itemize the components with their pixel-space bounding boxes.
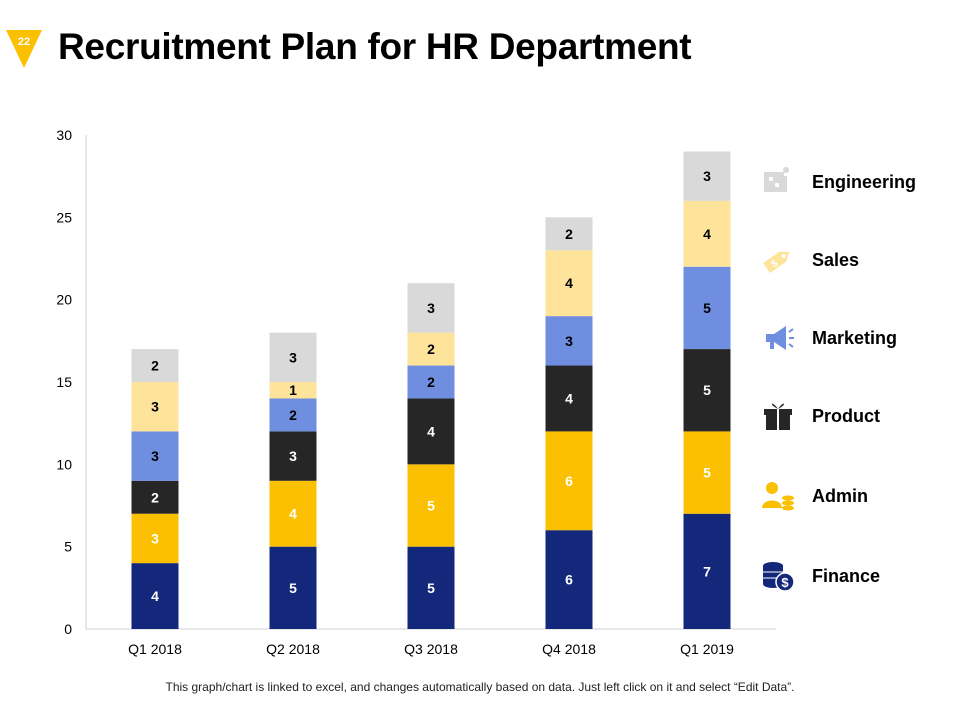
legend-label: Marketing <box>812 327 898 348</box>
engineering-icon <box>764 167 789 192</box>
bar-segment-product <box>407 398 455 465</box>
y-tick-label: 15 <box>56 374 72 390</box>
bar-segment-marketing <box>407 365 455 399</box>
legend-item-sales: $ Sales <box>760 240 955 280</box>
data-label: 3 <box>427 300 435 316</box>
price-tag-icon: $ <box>763 251 790 273</box>
data-label: 1 <box>289 382 297 398</box>
data-label: 4 <box>289 506 297 522</box>
bar-segment-admin <box>545 431 593 531</box>
bar-segment-marketing <box>131 431 179 481</box>
x-tick-label: Q3 2018 <box>404 641 458 657</box>
bar-segment-sales <box>545 250 593 317</box>
page-title: Recruitment Plan for HR Department <box>58 26 692 67</box>
bar-segment-engineering <box>407 283 455 333</box>
data-label: 2 <box>151 358 159 374</box>
chart-legend: Engineering $ Sales Marketing Product <box>760 160 955 600</box>
admin-person-icon <box>762 482 794 511</box>
data-label: 6 <box>565 572 573 588</box>
bar-segment-admin <box>269 480 317 547</box>
megaphone-icon <box>766 326 794 350</box>
data-label: 7 <box>703 563 711 579</box>
bar-segment-marketing <box>545 316 593 366</box>
y-tick-label: 0 <box>64 621 72 637</box>
data-label: 4 <box>151 588 159 604</box>
badge-triangle <box>6 30 42 68</box>
data-label: 2 <box>289 407 297 423</box>
bar-segment-sales <box>683 200 731 267</box>
legend-item-finance: $ Finance <box>760 556 955 596</box>
legend-label: Engineering <box>812 171 917 192</box>
slide-number: 22 <box>18 36 30 48</box>
data-label: 3 <box>289 448 297 464</box>
bar-segment-engineering <box>545 217 593 251</box>
bar-segment-finance <box>131 563 179 629</box>
bar-segment-admin <box>683 431 731 514</box>
bar-segment-finance <box>545 530 593 629</box>
y-tick-label: 20 <box>56 292 72 308</box>
svg-text:$: $ <box>769 258 780 270</box>
data-label: 2 <box>151 489 159 505</box>
y-tick-label: 5 <box>64 539 72 555</box>
data-label: 3 <box>151 448 159 464</box>
y-tick-label: 30 <box>56 127 72 143</box>
data-label: 2 <box>427 341 435 357</box>
legend-label: Admin <box>812 485 868 506</box>
bar-segment-marketing <box>269 398 317 432</box>
data-label: 3 <box>151 530 159 546</box>
bar-segment-marketing <box>683 266 731 350</box>
data-label: 4 <box>703 226 711 242</box>
legend-item-admin: Admin <box>760 476 955 516</box>
data-label: 5 <box>703 382 711 398</box>
data-label: 2 <box>427 374 435 390</box>
x-tick-label: Q1 2019 <box>680 641 734 657</box>
bar-segment-sales <box>131 382 179 432</box>
y-tick-label: 25 <box>56 209 72 225</box>
data-label: 5 <box>427 498 435 514</box>
data-label: 4 <box>565 275 573 291</box>
slide-number-badge: 22 <box>6 30 42 68</box>
bar-segment-admin <box>131 513 179 564</box>
data-label: 2 <box>565 226 573 242</box>
bar-segment-product <box>131 480 179 514</box>
y-tick-label: 10 <box>56 456 72 472</box>
data-label: 5 <box>289 580 297 596</box>
legend-label: Finance <box>812 565 881 586</box>
bar-segment-product <box>545 365 593 432</box>
legend-label: Sales <box>812 249 860 270</box>
data-label: 5 <box>427 580 435 596</box>
bar-segment-engineering <box>131 349 179 382</box>
legend-item-engineering: Engineering <box>760 162 955 202</box>
data-label: 5 <box>703 300 711 316</box>
bar-segment-engineering <box>683 151 731 201</box>
data-label: 3 <box>565 333 573 349</box>
finance-coins-icon: $ <box>763 562 795 592</box>
bar-segment-engineering <box>269 332 317 382</box>
data-label: 5 <box>703 465 711 481</box>
bar-segment-finance <box>269 546 317 629</box>
x-tick-label: Q4 2018 <box>542 641 596 657</box>
data-label: 3 <box>703 168 711 184</box>
bar-segment-product <box>269 431 317 481</box>
footnote: This graph/chart is linked to excel, and… <box>165 680 795 694</box>
data-label: 4 <box>565 390 573 406</box>
x-tick-label: Q1 2018 <box>128 641 182 657</box>
legend-item-product: Product <box>760 396 955 436</box>
data-label: 3 <box>151 399 159 415</box>
x-tick-label: Q2 2018 <box>266 641 320 657</box>
bar-segment-finance <box>683 513 731 629</box>
product-box-icon <box>764 403 792 430</box>
bar-segment-product <box>683 349 731 432</box>
data-label: 6 <box>565 473 573 489</box>
bar-segment-sales <box>269 382 317 399</box>
bar-segment-sales <box>407 332 455 366</box>
bar-segment-finance <box>407 546 455 629</box>
svg-text:$: $ <box>781 575 789 590</box>
legend-label: Product <box>812 405 881 426</box>
bar-segment-admin <box>407 464 455 547</box>
data-label: 3 <box>289 349 297 365</box>
data-label: 4 <box>427 423 435 439</box>
legend-item-marketing: Marketing <box>760 318 955 358</box>
